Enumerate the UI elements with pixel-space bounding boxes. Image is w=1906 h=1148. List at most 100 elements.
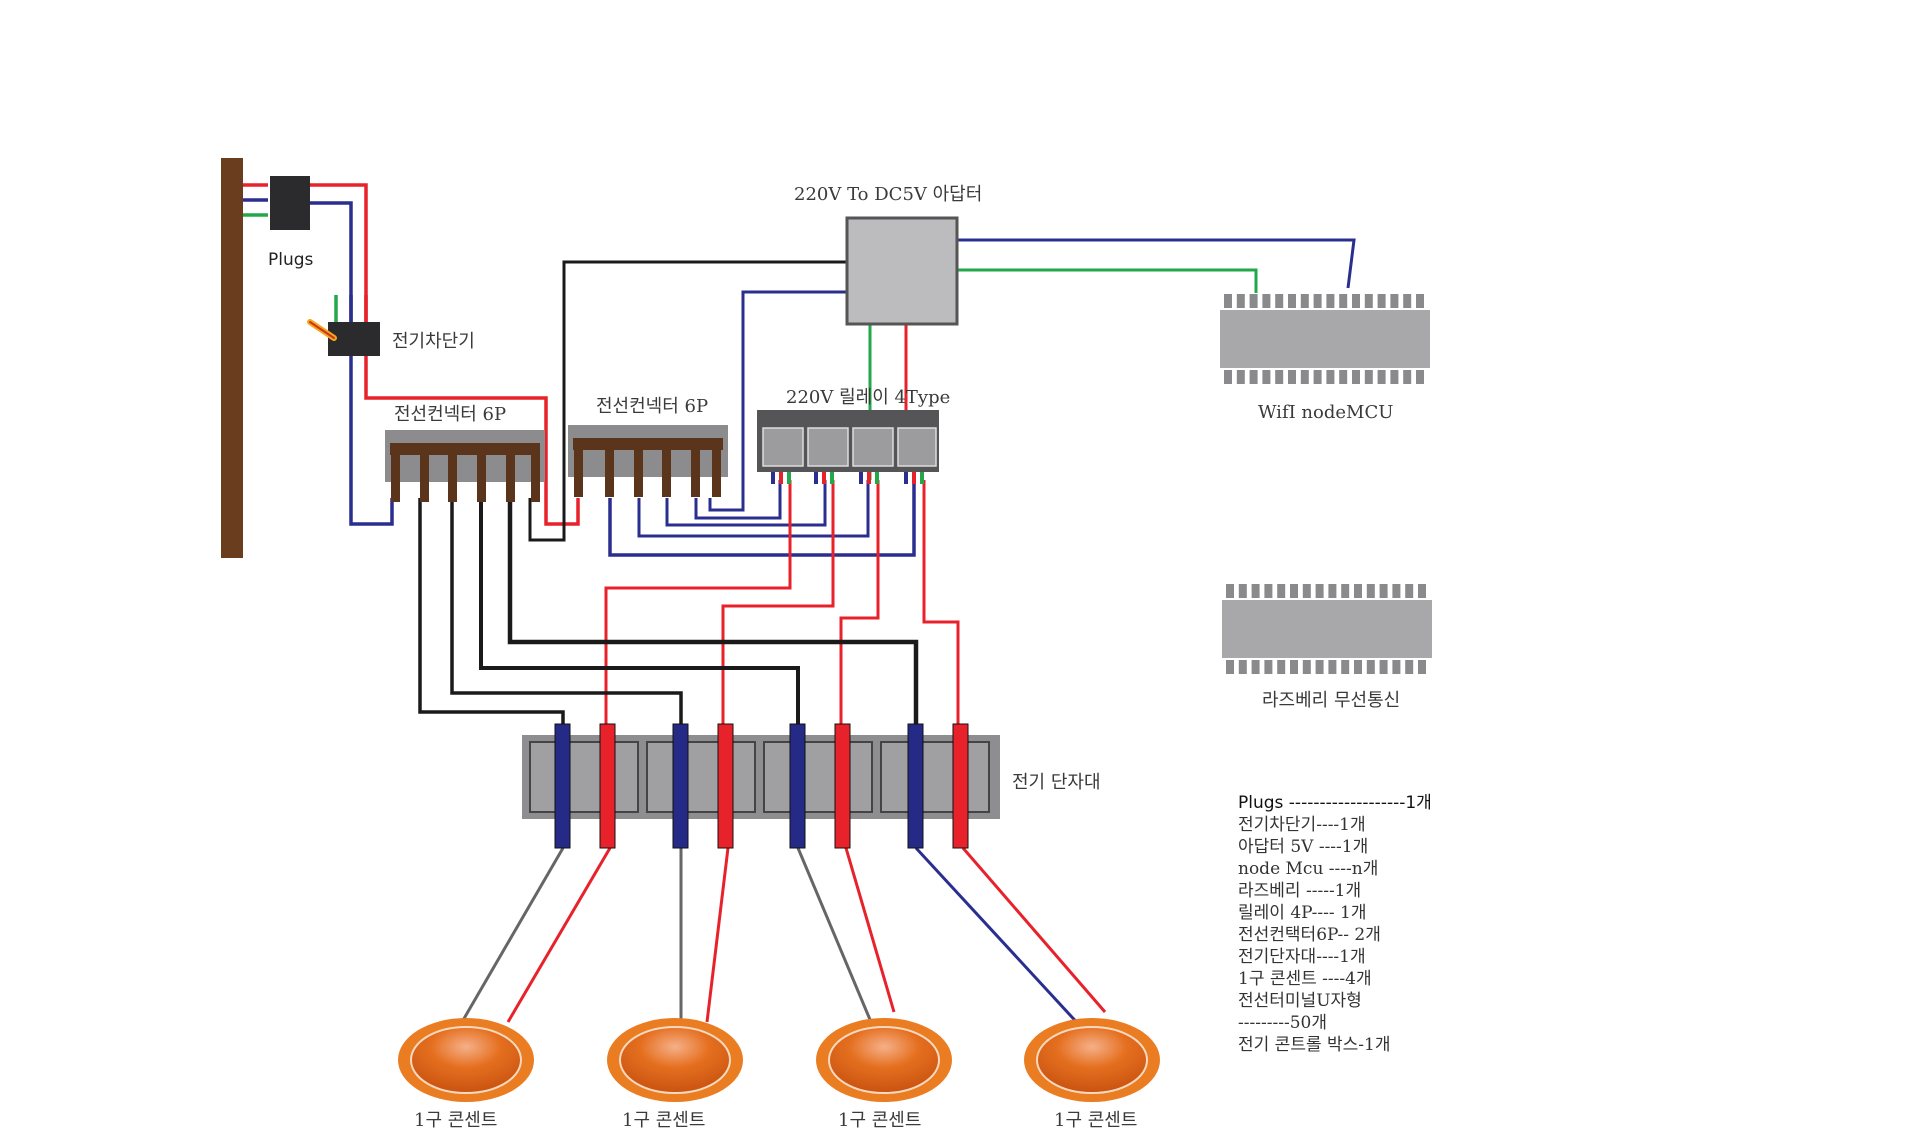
chip-pin [1405, 660, 1414, 674]
chip-pin [1313, 370, 1322, 384]
chip-pin [1290, 584, 1298, 598]
chip-pin [1326, 294, 1335, 308]
wires [240, 183, 1356, 1030]
wire-blue [957, 238, 1356, 289]
outlet-4-label: 1구 콘센트 [1054, 1110, 1137, 1131]
relay-label: 220V 릴레이 4Type [786, 387, 950, 408]
chip-pin [1264, 584, 1273, 598]
chip-pin [1341, 584, 1350, 598]
parts-list-item: node Mcu ----n개 [1238, 859, 1379, 879]
outlet-2: 1구 콘센트 [607, 1018, 743, 1131]
chip-pin [1288, 370, 1296, 384]
chip-pin [1226, 584, 1234, 598]
chip-pin [1238, 660, 1247, 674]
wire-red [705, 847, 730, 1023]
chip-pin [1392, 584, 1401, 598]
connector-left-label: 전선컨넥터 6P [394, 404, 506, 425]
chip-pin [1354, 584, 1362, 598]
parts-list-item: 라즈베리 -----1개 [1238, 881, 1362, 901]
chip-pin [1364, 370, 1373, 384]
outlet-1: 1구 콘센트 [398, 1018, 534, 1131]
parts-list-item: 전기 콘트롤 박스-1개 [1238, 1035, 1391, 1055]
wire-blue [708, 290, 847, 512]
chip-pin [1275, 294, 1284, 308]
relay: 220V 릴레이 4Type [757, 387, 950, 484]
connector-right-label: 전선컨넥터 6P [596, 396, 708, 417]
chip-pin [1366, 584, 1375, 598]
wire-blue [305, 201, 353, 322]
outlet-4: 1구 콘센트 [1024, 1018, 1160, 1131]
chip-pin [1418, 584, 1426, 598]
chip-pin [1328, 584, 1337, 598]
chip-pin [1339, 370, 1348, 384]
wire-gray [460, 847, 565, 1023]
wire-red [922, 480, 960, 728]
chip-pin [1226, 660, 1234, 674]
plug-body [270, 176, 310, 230]
parts-list-item: Plugs -------------------1개 [1238, 793, 1432, 813]
wire-black [450, 498, 683, 728]
wire-blue [694, 480, 782, 520]
chip-pin [1390, 294, 1399, 308]
chip-pin [1379, 660, 1388, 674]
chip-pin [1277, 584, 1286, 598]
chip-pin [1354, 660, 1362, 674]
chip-pin [1275, 370, 1284, 384]
chip-pin [1300, 370, 1309, 384]
wire-red [305, 183, 368, 322]
parts-list-item: ---------50개 [1238, 1013, 1327, 1033]
adapter-label: 220V To DC5V 아답터 [794, 184, 982, 205]
chip-pin [1264, 660, 1273, 674]
wire-black [528, 260, 847, 542]
parts-list-item: 전선터미널U자형 [1238, 991, 1362, 1011]
wire-blue [349, 352, 394, 526]
chip-pin [1315, 584, 1324, 598]
outlet-2-label: 1구 콘센트 [622, 1110, 705, 1131]
parts-list-item: 1구 콘센트 ----4개 [1238, 969, 1372, 989]
chip-pin [1339, 294, 1348, 308]
wire-blue [608, 480, 916, 557]
raspberry: 라즈베리 무선통신 [1222, 600, 1432, 711]
terminal-block: 전기 단자대 [522, 723, 1101, 849]
chip-pin [1390, 370, 1399, 384]
wire-blue [665, 480, 827, 527]
chip-pin [1300, 294, 1309, 308]
chip-pin [1224, 370, 1232, 384]
chip-pin [1379, 584, 1388, 598]
wifi-label: WifI nodeMCU [1258, 402, 1393, 423]
outlets: 1구 콘센트 1구 콘센트 1구 콘센트 1구 콘센트 [398, 1018, 1160, 1131]
wifi-nodemcu: WifI nodeMCU [1220, 310, 1430, 423]
chip-pin [1326, 370, 1335, 384]
raspberry-label: 라즈베리 무선통신 [1262, 690, 1400, 711]
chip-pin [1249, 370, 1258, 384]
wire-black [418, 498, 565, 728]
parts-list-item: 릴레이 4P---- 1개 [1238, 903, 1367, 923]
wire-black [507, 498, 919, 728]
connector-right: 전선컨넥터 6P [568, 396, 728, 497]
chip-pin [1313, 294, 1322, 308]
chip-pin [1328, 660, 1337, 674]
terminal-block-label: 전기 단자대 [1012, 772, 1101, 793]
wire-blue [914, 846, 1084, 1030]
plugs: Plugs [268, 176, 314, 270]
wire-red [506, 847, 612, 1023]
chip-pin [1352, 294, 1360, 308]
chip-pin [1251, 660, 1260, 674]
chip-pin [1302, 584, 1311, 598]
outlet-3: 1구 콘센트 [816, 1018, 952, 1131]
chip-pin [1377, 294, 1386, 308]
terminal-wire-ends [554, 723, 969, 849]
chip-pin [1418, 660, 1426, 674]
chip-pin [1238, 584, 1247, 598]
chip-pin [1364, 294, 1373, 308]
chip-pin [1377, 370, 1386, 384]
chip-pins [1224, 294, 1426, 674]
wire-green [957, 268, 1258, 293]
wire-red [604, 480, 792, 728]
chip-pin [1352, 370, 1360, 384]
chip-pin [1236, 370, 1245, 384]
chip-pin [1262, 370, 1271, 384]
outlet-3-label: 1구 콘센트 [838, 1110, 921, 1131]
chip-pin [1392, 660, 1401, 674]
